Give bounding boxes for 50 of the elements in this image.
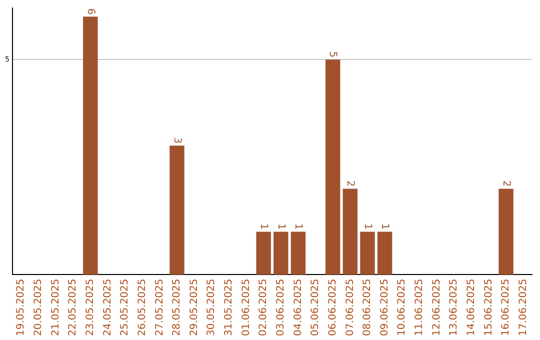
x-tick-label: 22.05.2025 <box>68 278 79 336</box>
data-label: 1 <box>362 223 373 230</box>
x-tick-label: 25.05.2025 <box>120 278 131 336</box>
x-tick-label: 03.06.2025 <box>275 278 286 336</box>
data-label: 5 <box>327 51 338 58</box>
bar <box>360 232 375 275</box>
x-tick-label: 23.05.2025 <box>84 278 96 336</box>
x-tick-label: 02.06.2025 <box>258 278 270 336</box>
x-tick-label: 11.06.2025 <box>414 278 426 336</box>
x-tick-label: 12.06.2025 <box>431 278 442 336</box>
bar <box>498 188 514 275</box>
x-tick-label: 24.05.2025 <box>102 278 114 336</box>
x-tick-label: 08.06.2025 <box>362 278 374 336</box>
bar <box>377 232 392 275</box>
bar <box>256 232 271 275</box>
x-tick-label: 16.06.2025 <box>500 278 512 336</box>
x-tick-label: 27.05.2025 <box>154 278 166 336</box>
x-tick-label: 19.05.2025 <box>16 278 27 336</box>
data-label: 1 <box>292 223 304 230</box>
data-label: 1 <box>379 223 390 230</box>
bar <box>274 232 288 275</box>
x-tick-label: 07.06.2025 <box>344 278 356 336</box>
x-tick-label: 20.05.2025 <box>33 278 44 336</box>
x-tick-label: 06.06.2025 <box>327 278 338 336</box>
x-tick-label: 30.05.2025 <box>206 278 218 336</box>
x-tick-label: 29.05.2025 <box>188 278 200 336</box>
x-tick-label: 28.05.2025 <box>172 278 183 336</box>
x-tick-label: 13.06.2025 <box>448 278 460 336</box>
data-label: 1 <box>275 223 286 230</box>
bar <box>170 146 184 275</box>
bar <box>83 16 98 275</box>
x-tick-label: 04.06.2025 <box>292 278 304 336</box>
x-tick-label: 26.05.2025 <box>136 278 148 336</box>
x-tick-label: 31.05.2025 <box>224 278 235 336</box>
data-label: 3 <box>171 137 182 144</box>
x-tick-label: 05.06.2025 <box>310 278 322 336</box>
data-label: 6 <box>84 8 96 15</box>
x-tick-label: 10.06.2025 <box>396 278 408 336</box>
bar <box>342 188 358 275</box>
data-label: 1 <box>258 223 269 230</box>
bar <box>325 60 340 275</box>
data-label: 2 <box>344 180 356 187</box>
data-label: 2 <box>500 180 512 187</box>
x-tick-label: 09.06.2025 <box>379 278 390 336</box>
x-tick-label: 14.06.2025 <box>466 278 477 336</box>
x-tick-label: 15.06.2025 <box>483 278 494 336</box>
x-tick-label: 17.06.2025 <box>518 278 529 336</box>
x-tick-label: 21.05.2025 <box>50 278 62 336</box>
bar <box>290 232 306 275</box>
x-tick-label: 01.06.2025 <box>240 278 252 336</box>
